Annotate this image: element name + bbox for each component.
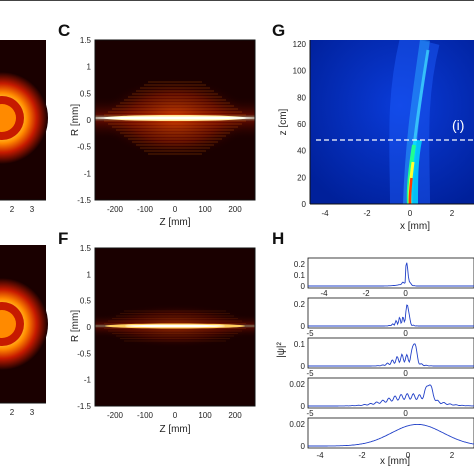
panel-c-ytick: 1 [87,63,92,72]
panel-c-ytick: 0 [87,116,92,125]
h-xtick-mid: -2 [362,289,370,298]
panel-h-xtick: -2 [358,451,366,460]
panel-g-xtick: -2 [363,209,371,218]
h-profile-row: 0.2 0.1 0 -4 -2 0 [294,257,474,298]
h-profile-row: 0.02 0 [289,417,474,451]
h-profile-curve [308,304,474,327]
left-top-xtick-2: 2 [10,205,15,214]
h-ytick: 0 [301,402,306,411]
h-profile-row: 0.020-5 0 [289,377,474,418]
panel-c-xtick: -100 [137,205,154,214]
panel-g-ytick: 120 [293,40,307,49]
panel-f-xtick: 200 [228,411,242,420]
panel-f-ytick: -0.5 [77,349,91,358]
panel-g-ytick: 100 [293,67,307,76]
panel-c-ytick: 1.5 [80,36,92,45]
panel-h-xtick: 2 [450,451,455,460]
h-profile-row: 0.10-5 0 [294,337,474,378]
h-ytick: 0.02 [289,420,305,429]
h-profile-curve [308,343,474,367]
panel-c-xtick: 200 [228,205,242,214]
panel-f-xlabel: Z [mm] [159,424,190,435]
panel-g-ytick: 0 [302,200,307,209]
panel-g-ytick: 40 [297,147,306,156]
h-ytick: 0 [301,322,306,331]
panel-h: H |ψ|² 0.20.10-4 -2 00.20-5 00.10-5 00.020-5… [272,229,474,467]
panel-c-xlabel: Z [mm] [159,217,190,228]
panel-c: C R [mm] Z [mm] 1.5 1 0.5 0 -0.5 -1 -1.5 -200 -… [58,21,257,228]
panel-f-ytick: 0.5 [80,297,92,306]
h-xtick-zero: 0 [403,369,408,378]
left-top-panel: 2 3 [0,40,48,214]
panel-f-ytick: -1 [84,376,92,385]
panel-h-xtick: -4 [316,451,324,460]
panel-g-xtick: 2 [450,209,455,218]
panel-c-xtick: -200 [107,205,124,214]
h-profile-curve [308,262,474,287]
h-xtick-left: -5 [306,369,314,378]
panel-g-xlabel: x [mm] [400,221,430,232]
panel-h-xtick: 0 [406,451,411,460]
panel-c-ytick: -1 [84,169,92,178]
panel-c-xtick: 100 [198,205,212,214]
h-xtick-left: -5 [306,329,314,338]
h-xtick-zero: 0 [403,289,408,298]
h-xtick-zero: 0 [403,329,408,338]
panel-g-ytick: 80 [297,93,306,102]
panel-f-xtick: -200 [107,411,124,420]
panel-letter-h: H [272,229,284,248]
panel-letter-g: G [272,21,285,40]
panel-f-ytick: 1.5 [80,244,92,253]
panel-f: F R [mm] Z [mm] 1.5 1 0.5 0 -0.5 -1 -1.5 -200 -… [58,229,256,435]
panel-f-ytick: -1.5 [77,402,91,411]
h-profile-curve [308,423,474,447]
h-xtick-left: -5 [306,409,314,418]
h-profile-row: 0.20-5 0 [294,297,474,338]
panel-f-ylabel: R [mm] [70,310,81,342]
panel-g-xtick: -4 [321,209,329,218]
panel-c-ytick: 0.5 [80,89,92,98]
h-ytick: 0 [301,282,306,291]
panel-c-ytick: -0.5 [77,143,91,152]
panel-f-xtick: -100 [137,411,154,420]
panel-g-xtick: 0 [408,209,413,218]
panel-c-ylabel: R [mm] [70,104,81,136]
panel-f-ytick: 1 [87,270,92,279]
panel-c-ytick: -1.5 [77,196,91,205]
h-ytick: 0 [301,362,306,371]
panel-f-ytick: 0 [87,323,92,332]
h-ytick: 0.02 [289,380,305,389]
panel-g-ylabel: z [cm] [278,108,289,135]
panel-h-ylabel: |ψ|² [276,342,287,358]
panel-letter-f: F [58,229,68,248]
h-profile-curve [308,384,474,407]
panel-letter-c: C [58,21,70,40]
panel-f-xtick: 100 [198,411,212,420]
h-ytick: 0.2 [294,260,306,269]
panel-g-annotation: (i) [452,117,464,133]
panel-h-xlabel: x [mm] [380,456,410,467]
panel-g-ytick: 20 [297,173,306,182]
h-xtick-left: -4 [320,289,328,298]
h-ytick: 0 [301,442,306,451]
h-ytick: 0.1 [294,340,306,349]
left-bottom-xtick-2: 2 [10,408,15,417]
left-top-xtick-3: 3 [30,205,35,214]
left-bottom-panel: 2 3 [0,245,48,417]
h-xtick-zero: 0 [403,409,408,418]
h-ytick: 0.1 [294,271,306,280]
h-ytick: 0.2 [294,300,306,309]
left-bottom-xtick-3: 3 [30,408,35,417]
panel-f-xtick: 0 [173,411,178,420]
panel-g-ytick: 60 [297,120,306,129]
panel-c-xtick: 0 [173,205,178,214]
